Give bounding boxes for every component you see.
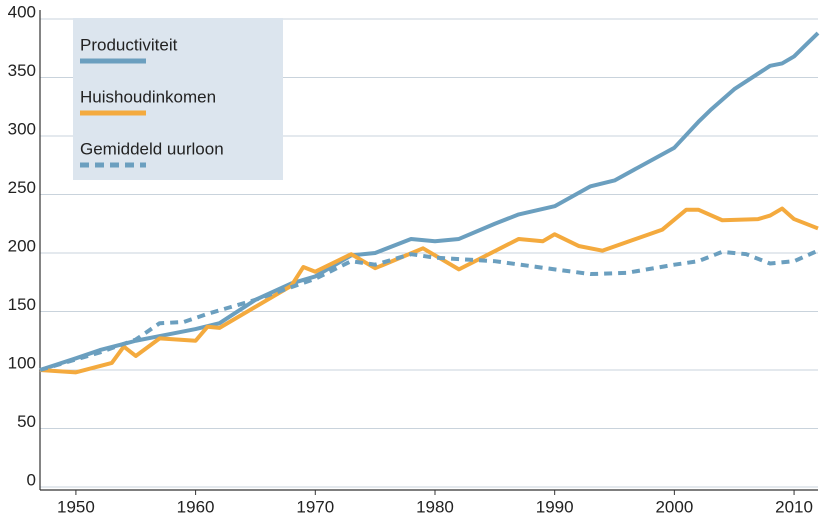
x-tick-label: 1990 <box>536 497 574 516</box>
x-tick-label: 2000 <box>655 497 693 516</box>
y-tick-label: 100 <box>8 353 36 372</box>
y-tick-label: 400 <box>8 2 36 21</box>
x-tick-label: 1950 <box>57 497 95 516</box>
legend-box <box>73 18 283 180</box>
series-line <box>39 31 820 372</box>
y-tick-label: 0 <box>27 470 36 489</box>
series-line <box>39 206 819 375</box>
y-tick-label: 350 <box>8 61 36 80</box>
y-tick-label: 250 <box>8 178 36 197</box>
legend-label: Huishoudinkomen <box>80 87 216 106</box>
x-tick-label: 1960 <box>177 497 215 516</box>
x-tick-label: 1980 <box>416 497 454 516</box>
y-tick-label: 50 <box>17 412 36 431</box>
y-tick-label: 150 <box>8 295 36 314</box>
series-line <box>39 248 819 372</box>
legend-label: Gemiddeld uurloon <box>80 139 224 158</box>
x-tick-label: 1970 <box>296 497 334 516</box>
y-tick-label: 300 <box>8 119 36 138</box>
legend-label: Productiviteit <box>80 35 178 54</box>
y-tick-label: 200 <box>8 236 36 255</box>
x-tick-label: 2010 <box>775 497 813 516</box>
